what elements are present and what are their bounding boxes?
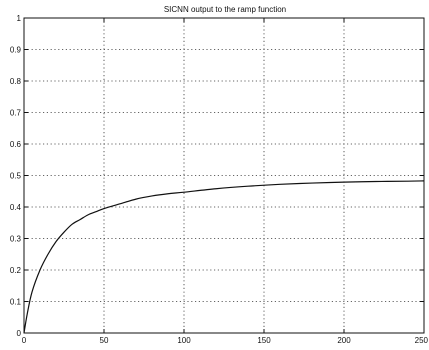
x-tick-label: 200: [337, 336, 351, 345]
y-tick-label: 0.8: [10, 77, 22, 86]
y-tick-label: 0.7: [10, 109, 22, 118]
y-tick-label: 0.6: [10, 140, 22, 149]
series-line: [23, 180, 425, 334]
y-tick-label: 0.5: [10, 172, 22, 181]
y-tick-label: 1: [17, 14, 22, 23]
x-tick-label: 100: [177, 336, 191, 345]
y-tick-label: 0.4: [10, 203, 22, 212]
x-tick-label: 150: [257, 336, 271, 345]
y-axis-tick-labels: 0 0.1 0.2 0.3 0.4 0.5 0.6 0.7 0.8 0.9 1: [10, 14, 22, 338]
y-tick-label: 0.1: [10, 298, 22, 307]
grid-lines: [24, 18, 424, 333]
axis-ticks: [23, 17, 425, 334]
y-tick-label: 0.9: [10, 46, 22, 55]
x-axis-tick-labels: 0 50 100 150 200 250: [22, 336, 429, 345]
x-tick-label: 250: [415, 336, 429, 345]
plot-area-frame: [23, 17, 425, 334]
chart-title: SICNN output to the ramp function: [164, 5, 286, 14]
y-tick-label: 0.2: [10, 266, 22, 275]
x-tick-label: 50: [100, 336, 109, 345]
x-tick-label: 0: [22, 336, 27, 345]
y-tick-label: 0: [17, 329, 22, 338]
y-tick-label: 0.3: [10, 235, 22, 244]
